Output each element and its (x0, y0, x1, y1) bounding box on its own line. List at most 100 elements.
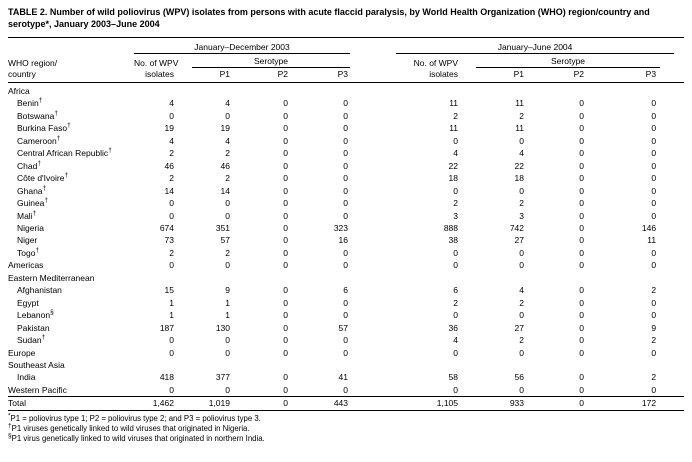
cell: 0 (579, 110, 585, 121)
cell: 0 (579, 310, 585, 321)
table-row: Benin† 4 4 0 0 11 11 0 0 (8, 97, 684, 109)
cell: 0 (651, 198, 657, 209)
cell (192, 359, 248, 371)
table-row: Cameroon† 4 4 0 0 0 0 0 0 (8, 135, 684, 147)
table-row: Nigeria 674 351 0 323 888 742 0 146 (8, 222, 684, 234)
cell: 0 (651, 123, 657, 134)
cell: 0 (225, 110, 230, 121)
row-label: Ghana† (17, 184, 47, 196)
cell: 0 (651, 210, 657, 221)
cell: 0 (651, 310, 657, 321)
cell: 2 (169, 148, 174, 159)
footnote-india: §P1 virus genetically linked to wild vir… (8, 432, 684, 444)
row-label: Benin† (17, 97, 43, 109)
table-row: Burkina Faso† 19 19 0 0 11 11 0 0 (8, 122, 684, 134)
cell: 0 (579, 135, 585, 146)
serotype-2004-label: Serotype (476, 56, 661, 68)
cell: 4 (169, 98, 174, 109)
cell: 0 (225, 347, 230, 358)
table-row: Europe 0 0 0 0 0 0 0 0 (8, 347, 684, 359)
cell: 0 (283, 135, 288, 146)
cell: 418 (159, 372, 174, 383)
cell: 888 (443, 222, 459, 233)
cell: 674 (159, 222, 174, 233)
table-title: TABLE 2. Number of wild poliovirus (WPV)… (8, 7, 650, 29)
cell: 11 (647, 235, 657, 246)
row-label: Central African Republic† (17, 147, 112, 159)
cell: 4 (225, 98, 230, 109)
cell: 0 (651, 160, 657, 171)
cell: 0 (283, 198, 288, 209)
cell: 0 (169, 347, 174, 358)
cell: 9 (651, 322, 657, 333)
wpv-table: January–December 2003 January–June 2004 … (8, 37, 685, 411)
table-row: Chad† 46 46 0 0 22 22 0 0 (8, 160, 684, 172)
serotype-2003-label: Serotype (192, 56, 351, 68)
cell: 0 (169, 210, 174, 221)
cell: 0 (651, 297, 657, 308)
cell: 0 (169, 384, 174, 395)
cell: 0 (579, 335, 585, 346)
cell (542, 272, 602, 284)
cell: 0 (343, 347, 349, 358)
cell: 0 (453, 310, 459, 321)
col-header-p2-2003: P2 (248, 68, 306, 83)
cell: 0 (283, 347, 288, 358)
footnote-reference: † (35, 247, 40, 255)
cell: 172 (602, 396, 685, 411)
row-label: Cameroon† (17, 134, 61, 146)
cell: 2 (225, 247, 230, 258)
cell: 3 (453, 210, 459, 221)
cell: 0 (579, 247, 585, 258)
cell: 933 (476, 396, 543, 411)
cell: 19 (164, 123, 174, 134)
cell: 0 (519, 247, 525, 258)
cell (134, 83, 192, 98)
cell: 0 (579, 222, 585, 233)
cell: 0 (579, 322, 585, 333)
group-header-2003-label: January–December 2003 (134, 42, 351, 54)
table-row: Guinea† 0 0 0 0 2 2 0 0 (8, 197, 684, 209)
cell: 18 (448, 173, 459, 184)
cell: 0 (519, 384, 525, 395)
cell: 0 (453, 384, 459, 395)
cell: 0 (453, 260, 459, 271)
cell: 27 (514, 322, 525, 333)
cell (602, 272, 684, 284)
cell (366, 359, 476, 371)
cell: 14 (164, 185, 174, 196)
cell: 187 (159, 322, 174, 333)
row-label: Lebanon§ (17, 309, 54, 321)
cell: 0 (283, 247, 288, 258)
cell: 46 (164, 160, 174, 171)
cell: 6 (343, 285, 349, 296)
cell: 0 (343, 160, 349, 171)
cell (306, 272, 366, 284)
cell: 22 (448, 160, 459, 171)
cell: 14 (220, 185, 230, 196)
cell: 0 (579, 285, 585, 296)
footnote-reference: § (50, 309, 54, 317)
table-row: Togo† 2 2 0 0 0 0 0 0 (8, 247, 684, 259)
row-label: Nigeria (17, 222, 44, 233)
table-row: Africa (8, 83, 684, 98)
document-page: TABLE 2. Number of wild poliovirus (WPV)… (8, 7, 685, 444)
row-label: Pakistan (17, 322, 50, 333)
cell: 146 (641, 222, 657, 233)
cell: 0 (579, 235, 585, 246)
cell: 2 (651, 285, 657, 296)
cell: 2 (169, 173, 174, 184)
table-row: Afghanistan 15 9 0 6 6 4 0 2 (8, 284, 684, 296)
cell: 41 (338, 372, 349, 383)
cell: 0 (343, 110, 349, 121)
cell (134, 272, 192, 284)
cell: 0 (283, 160, 288, 171)
cell: 2 (453, 198, 459, 209)
cell: 36 (448, 322, 459, 333)
cell: 130 (215, 322, 230, 333)
row-label: Côte d'Ivoire† (17, 172, 69, 184)
cell: 4 (225, 135, 230, 146)
cell: 323 (333, 222, 349, 233)
cell: 4 (519, 148, 525, 159)
row-label: Chad† (17, 159, 41, 171)
